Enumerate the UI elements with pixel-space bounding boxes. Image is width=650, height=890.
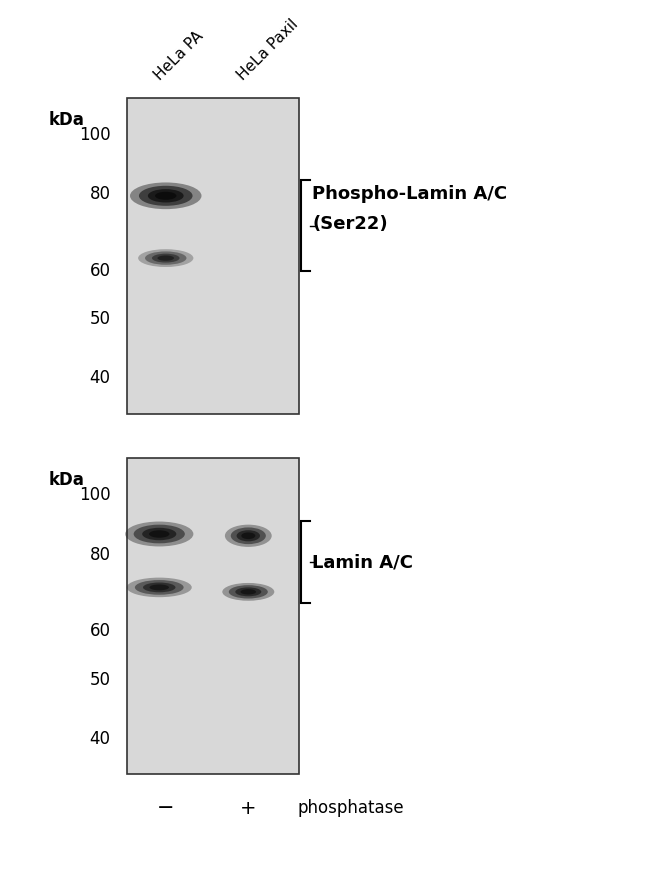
Text: 80: 80 [90,185,110,203]
Text: Lamin A/C: Lamin A/C [312,554,413,571]
Ellipse shape [231,528,266,544]
Text: 50: 50 [90,310,110,328]
Ellipse shape [150,585,169,590]
Ellipse shape [229,586,268,598]
Text: 100: 100 [79,487,110,505]
Text: kDa: kDa [49,471,84,489]
Bar [127,98,299,414]
Text: −: − [157,798,174,818]
Ellipse shape [149,530,170,538]
Text: phosphatase: phosphatase [297,799,404,817]
Text: 40: 40 [90,369,110,387]
Ellipse shape [127,578,192,597]
Text: (Ser22): (Ser22) [312,215,387,233]
Ellipse shape [145,251,187,265]
Text: HeLa Paxil: HeLa Paxil [235,16,301,83]
Text: 80: 80 [90,546,110,563]
Text: 60: 60 [90,622,110,640]
Text: HeLa PA: HeLa PA [152,28,207,83]
Ellipse shape [143,582,176,593]
Text: Phospho-Lamin A/C: Phospho-Lamin A/C [312,185,507,203]
Text: +: + [240,798,257,818]
Ellipse shape [134,524,185,543]
Ellipse shape [138,249,194,267]
Ellipse shape [152,254,179,263]
Ellipse shape [241,532,255,539]
Ellipse shape [222,583,274,601]
Ellipse shape [235,587,261,596]
Text: kDa: kDa [49,110,84,128]
Ellipse shape [157,255,174,261]
Ellipse shape [142,528,176,540]
Ellipse shape [139,186,192,206]
Text: 40: 40 [90,730,110,748]
Ellipse shape [130,182,202,209]
Ellipse shape [148,189,183,202]
Text: 100: 100 [79,126,110,144]
Ellipse shape [155,191,176,199]
Ellipse shape [225,524,272,546]
Text: 60: 60 [90,262,110,279]
Bar [127,458,299,774]
Ellipse shape [240,589,256,595]
Ellipse shape [135,580,183,595]
Ellipse shape [237,530,260,541]
Ellipse shape [125,522,194,546]
Text: 50: 50 [90,670,110,689]
